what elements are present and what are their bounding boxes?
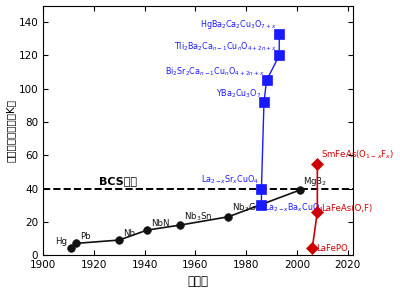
Text: SmFeAs(O$_{1-x}$F$_x$): SmFeAs(O$_{1-x}$F$_x$) (321, 148, 394, 161)
Text: Nb: Nb (123, 228, 135, 238)
Text: BCSの壁: BCSの壁 (99, 176, 137, 186)
Text: Bi$_2$Sr$_2$Ca$_{n-1}$Cu$_n$O$_{4+2n+x}$: Bi$_2$Sr$_2$Ca$_{n-1}$Cu$_n$O$_{4+2n+x}$ (164, 65, 264, 78)
Text: MgB$_2$: MgB$_2$ (303, 175, 328, 188)
X-axis label: 発見年: 発見年 (188, 275, 208, 288)
Text: HgBa$_2$Ca$_2$Cu$_3$O$_{7+x}$: HgBa$_2$Ca$_2$Cu$_3$O$_{7+x}$ (200, 18, 277, 31)
Text: Pb: Pb (80, 232, 90, 241)
Text: NbN: NbN (151, 218, 170, 228)
Y-axis label: 超伝導転移温度（K）: 超伝導転移温度（K） (6, 99, 16, 162)
Text: Tli$_2$Ba$_2$Ca$_{n-1}$Cu$_n$O$_{4+2n+x}$: Tli$_2$Ba$_2$Ca$_{n-1}$Cu$_n$O$_{4+2n+x}… (174, 41, 277, 53)
Text: YBa$_2$Cu$_3$O$_7$: YBa$_2$Cu$_3$O$_7$ (216, 87, 262, 100)
Text: LaFePO: LaFePO (316, 244, 348, 253)
Text: La$_{2-x}$Ba$_x$CuO$_4$: La$_{2-x}$Ba$_x$CuO$_4$ (264, 202, 324, 214)
Text: Nb$_3$Ge: Nb$_3$Ge (232, 202, 262, 214)
Text: La$_{2-x}$Sr$_x$CuO$_4$: La$_{2-x}$Sr$_x$CuO$_4$ (201, 173, 259, 186)
Text: LaFeAs(O,F): LaFeAs(O,F) (321, 204, 372, 213)
Text: Hg: Hg (55, 237, 67, 246)
Text: Nb$_3$Sn: Nb$_3$Sn (184, 210, 212, 223)
